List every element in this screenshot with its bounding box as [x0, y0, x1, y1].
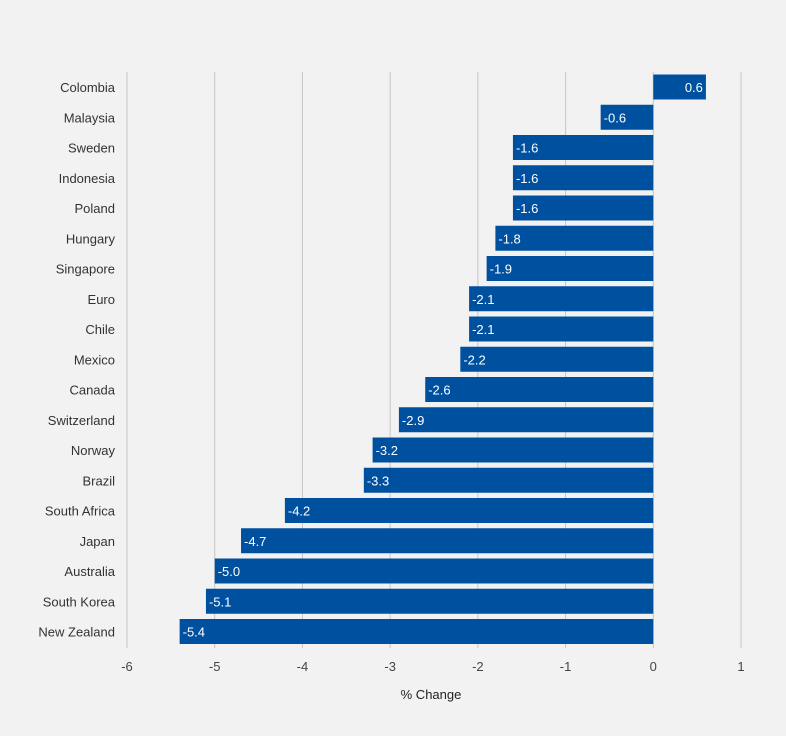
x-tick-label: -5 [209, 659, 221, 674]
category-label: South Korea [43, 594, 116, 609]
bar-value-label: -4.7 [244, 534, 266, 549]
category-label: Chile [85, 322, 115, 337]
category-label: Indonesia [59, 171, 116, 186]
category-label: Norway [71, 443, 116, 458]
category-labels: Colombia Malaysia Sweden Indonesia Poland Hun… [38, 80, 115, 640]
category-label: Euro [88, 292, 115, 307]
category-label: Malaysia [64, 110, 116, 125]
x-tick-label: -1 [560, 659, 572, 674]
x-tick-label: -6 [121, 659, 133, 674]
category-label: Mexico [74, 352, 115, 367]
category-label: Sweden [68, 141, 115, 156]
category-label: Brazil [82, 473, 115, 488]
bar [205, 588, 654, 614]
bar-value-label: -5.4 [183, 625, 205, 640]
bar [653, 74, 706, 100]
category-label: New Zealand [38, 625, 115, 640]
category-label: Singapore [56, 262, 115, 277]
bar [512, 165, 654, 191]
bar [425, 377, 654, 402]
category-label: Colombia [60, 80, 116, 95]
bar [241, 528, 654, 554]
category-label: Australia [64, 564, 115, 579]
bar [469, 316, 654, 342]
bar-value-label: -2.9 [402, 413, 424, 428]
bar-value-label: -3.3 [367, 473, 389, 488]
bar-value-label: -1.9 [490, 262, 512, 277]
category-label: Switzerland [48, 413, 115, 428]
bar-value-label: -1.6 [516, 141, 538, 156]
bar-value-label: 0.6 [685, 80, 703, 95]
category-label: Japan [80, 534, 115, 549]
bar [460, 346, 654, 372]
bar-value-label: -4.2 [288, 504, 310, 519]
bar [600, 104, 654, 130]
x-tick-label: 1 [737, 659, 744, 674]
bar-value-label: -5.1 [209, 594, 231, 609]
bar [179, 619, 654, 644]
bar-value-label: -2.1 [472, 322, 494, 337]
bar [495, 225, 654, 251]
bar-value-label: -5.0 [218, 564, 240, 579]
category-label: Poland [75, 201, 115, 216]
bar [363, 467, 654, 493]
bar-value-label: -1.6 [516, 201, 538, 216]
bar-value-label: -2.1 [472, 292, 494, 307]
bar [512, 135, 654, 160]
bar-value-label: -3.2 [376, 443, 398, 458]
bar [512, 195, 654, 221]
category-label: Canada [69, 383, 115, 398]
bar-value-label: -2.6 [428, 383, 450, 398]
category-label: Hungary [66, 231, 116, 246]
bar-value-label: -0.6 [604, 110, 626, 125]
category-label: South Africa [45, 504, 116, 519]
bar-value-label: -2.2 [463, 352, 485, 367]
x-axis-ticks: -6 -5 -4 -3 -2 -1 0 1 [121, 659, 744, 674]
x-tick-label: -3 [384, 659, 396, 674]
x-tick-label: -4 [297, 659, 309, 674]
bar [398, 407, 654, 433]
x-axis-title: % Change [401, 687, 462, 702]
bar-value-label: -1.8 [498, 231, 520, 246]
bar [486, 256, 654, 281]
x-tick-label: 0 [650, 659, 657, 674]
bar [214, 558, 654, 584]
bar [469, 286, 654, 312]
bars: 0.6 -0.6 -1.6 -1.6 -1.6 -1.8 -1.9 -2.1 -2.1 -2.2 -… [179, 74, 706, 644]
bar [284, 498, 654, 523]
bar [372, 437, 654, 463]
x-tick-label: -2 [472, 659, 484, 674]
bar-value-label: -1.6 [516, 171, 538, 186]
